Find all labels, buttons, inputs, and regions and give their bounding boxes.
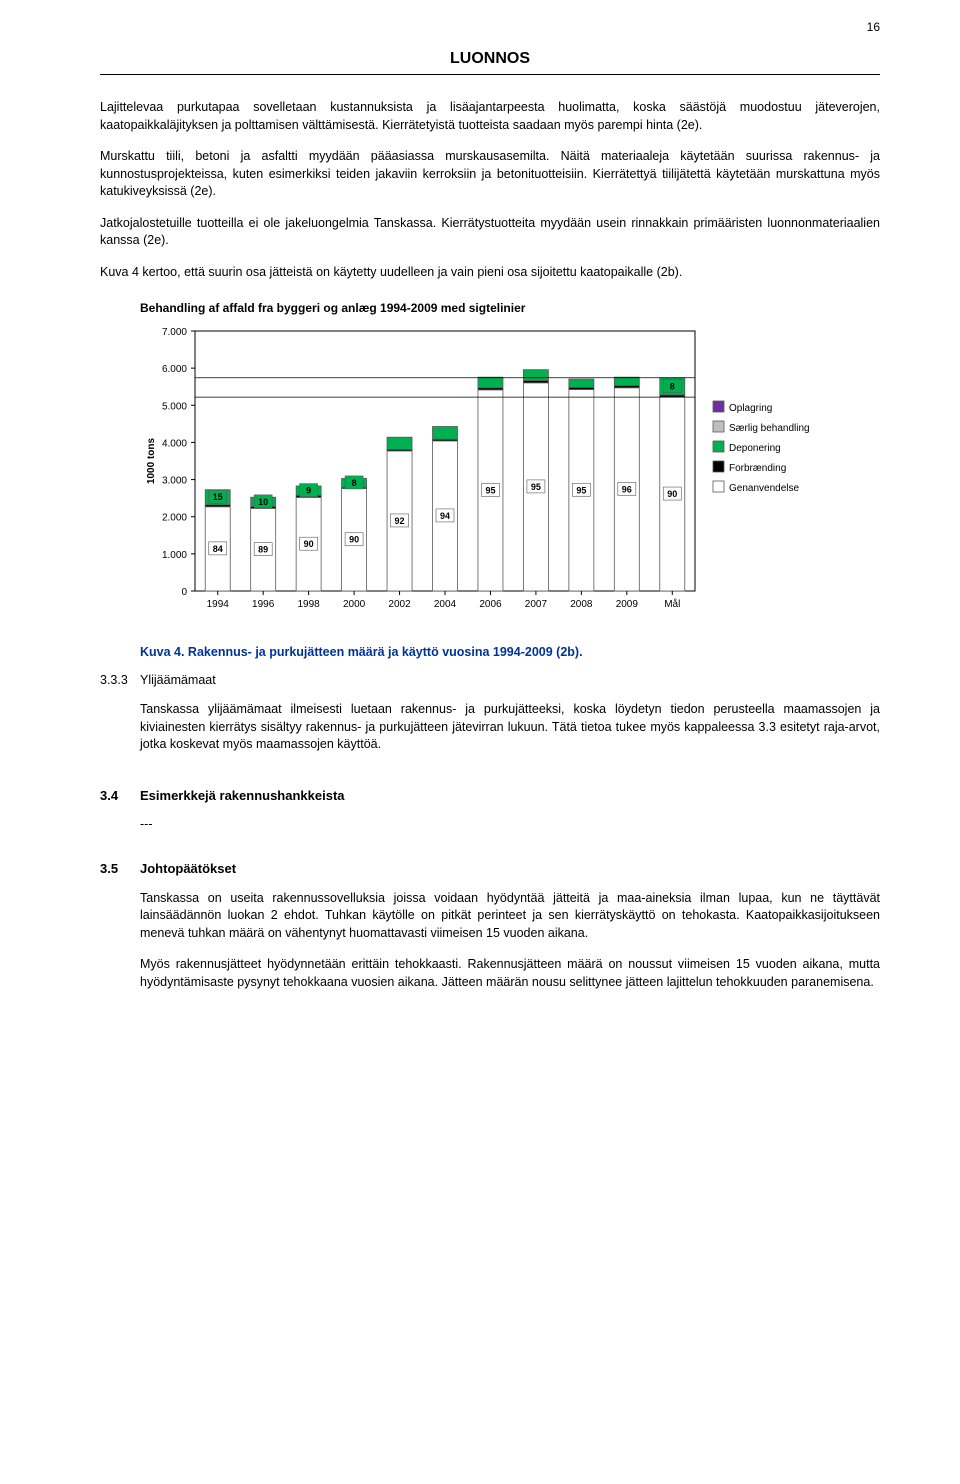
svg-text:92: 92 [395,516,405,526]
section-heading: 3.4 Esimerkkejä rakennushankkeista [100,788,880,803]
paragraph: Jatkojalostetuille tuotteilla ei ole jak… [100,215,880,250]
svg-text:Mål: Mål [664,598,680,610]
paragraph: Lajittelevaa purkutapaa sovelletaan kust… [100,99,880,134]
svg-text:5.000: 5.000 [162,401,187,412]
paragraph: Murskattu tiili, betoni ja asfaltti myyd… [100,148,880,201]
svg-text:9: 9 [306,486,311,496]
paragraph: Myös rakennusjätteet hyödynnetään erittä… [140,956,880,991]
svg-text:2007: 2007 [525,599,548,610]
svg-text:2006: 2006 [479,599,502,610]
svg-text:1998: 1998 [298,599,321,610]
svg-text:95: 95 [485,485,495,495]
section-title: Esimerkkejä rakennushankkeista [140,788,345,803]
section-heading: 3.3.3 Ylijäämämaat [100,673,880,687]
svg-text:4.000: 4.000 [162,438,187,449]
svg-text:94: 94 [440,511,450,521]
svg-text:95: 95 [576,485,586,495]
svg-text:90: 90 [349,535,359,545]
paragraph: Kuva 4 kertoo, että suurin osa jätteistä… [100,264,880,282]
svg-text:90: 90 [304,539,314,549]
svg-text:1.000: 1.000 [162,550,187,561]
svg-text:2008: 2008 [570,599,593,610]
svg-text:2002: 2002 [388,599,411,610]
figure-caption: Kuva 4. Rakennus- ja purkujätteen määrä … [140,645,880,659]
svg-text:Forbrænding: Forbrænding [729,463,786,474]
svg-text:2.000: 2.000 [162,513,187,524]
header-rule [100,74,880,75]
section-number: 3.5 [100,861,140,876]
svg-text:1000 tons: 1000 tons [146,437,157,484]
section-number: 3.4 [100,788,140,803]
section-number: 3.3.3 [100,673,140,687]
svg-text:96: 96 [622,484,632,494]
svg-text:8: 8 [670,381,675,391]
chart-title: Behandling af affald fra byggeri og anlæ… [140,301,880,315]
svg-text:8: 8 [352,478,357,488]
svg-text:15: 15 [213,492,223,502]
section-heading: 3.5 Johtopäätökset [100,861,880,876]
svg-text:1994: 1994 [207,599,230,610]
svg-text:3.000: 3.000 [162,476,187,487]
section-title: Johtopäätökset [140,861,236,876]
svg-text:Særlig behandling: Særlig behandling [729,423,810,434]
svg-text:Genanvendelse: Genanvendelse [729,483,799,494]
svg-text:2009: 2009 [616,599,639,610]
svg-text:6.000: 6.000 [162,364,187,375]
svg-text:2000: 2000 [343,599,366,610]
chart-container: Behandling af affald fra byggeri og anlæ… [140,301,880,631]
paragraph: Tanskassa on useita rakennussovelluksia … [140,890,880,943]
svg-text:7.000: 7.000 [162,327,187,338]
svg-text:90: 90 [667,489,677,499]
document-header: LUONNOS [100,50,880,68]
svg-text:Deponering: Deponering [729,443,781,454]
page-number: 16 [867,20,880,34]
paragraph: --- [140,817,880,831]
section-title: Ylijäämämaat [140,673,216,687]
stacked-bar-chart: 0 1.000 2.000 3.000 4.000 5.000 6.000 7.000 1000… [140,321,840,631]
svg-text:10: 10 [258,497,268,507]
svg-text:89: 89 [258,545,268,555]
svg-text:95: 95 [531,482,541,492]
svg-text:0: 0 [181,587,187,598]
svg-text:Oplagring: Oplagring [729,403,772,414]
svg-text:2004: 2004 [434,599,457,610]
svg-text:1996: 1996 [252,599,275,610]
paragraph: Tanskassa ylijäämämaat ilmeisesti luetaa… [140,701,880,754]
svg-text:84: 84 [213,544,223,554]
